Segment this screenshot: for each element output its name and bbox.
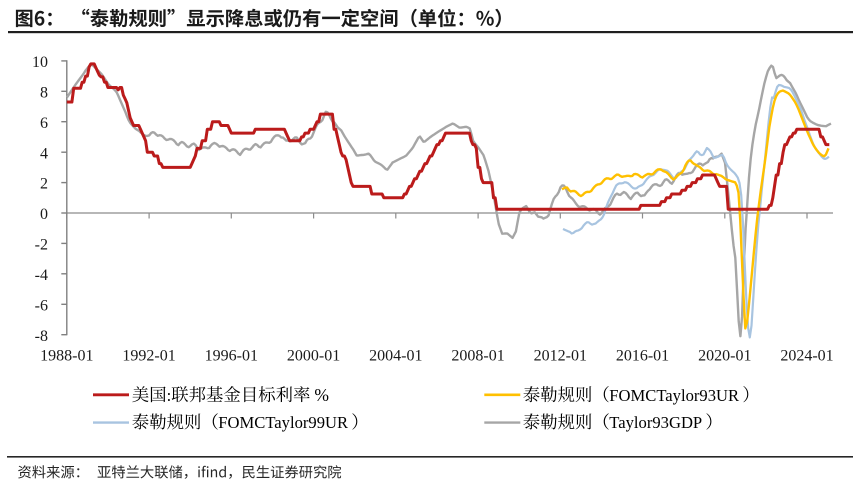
svg-text:2024-01: 2024-01 bbox=[780, 347, 833, 364]
svg-text::: : bbox=[167, 386, 172, 405]
svg-text:2016-01: 2016-01 bbox=[616, 347, 669, 364]
svg-text:1992-01: 1992-01 bbox=[122, 347, 175, 364]
svg-text:FOMCTaylor93UR: FOMCTaylor93UR bbox=[609, 386, 740, 405]
svg-text:-8: -8 bbox=[35, 328, 48, 345]
svg-text:1988-01: 1988-01 bbox=[40, 347, 93, 364]
svg-text:6: 6 bbox=[40, 115, 48, 132]
svg-text:8: 8 bbox=[40, 84, 48, 101]
svg-text:-4: -4 bbox=[35, 267, 48, 284]
svg-text:-2: -2 bbox=[35, 237, 48, 254]
svg-text:2020-01: 2020-01 bbox=[698, 347, 751, 364]
svg-text:0: 0 bbox=[40, 206, 48, 223]
svg-text:2004-01: 2004-01 bbox=[369, 347, 422, 364]
svg-text:Taylor93GDP: Taylor93GDP bbox=[609, 413, 702, 432]
svg-text:-6: -6 bbox=[35, 297, 48, 314]
svg-text:2: 2 bbox=[40, 176, 48, 193]
svg-text:4: 4 bbox=[40, 145, 48, 162]
svg-text:%: % bbox=[314, 385, 329, 405]
svg-text:2008-01: 2008-01 bbox=[451, 347, 504, 364]
svg-text:2000-01: 2000-01 bbox=[287, 347, 340, 364]
svg-text:FOMCTaylor99UR: FOMCTaylor99UR bbox=[218, 413, 349, 432]
svg-text:1996-01: 1996-01 bbox=[205, 347, 258, 364]
svg-text:10: 10 bbox=[32, 54, 48, 71]
svg-text:2012-01: 2012-01 bbox=[534, 347, 587, 364]
